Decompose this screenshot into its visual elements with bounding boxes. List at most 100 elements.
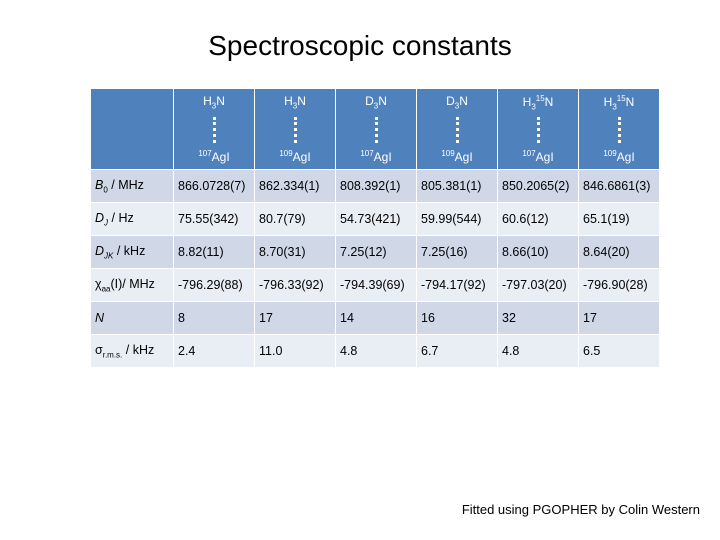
text-segment: AgI: [535, 150, 554, 165]
table-cell: 65.1(19): [578, 202, 660, 236]
text-segment: N: [216, 94, 225, 109]
bond-dots: [374, 116, 378, 143]
text-segment: D: [446, 94, 455, 109]
table-row: DJK / kHz 8.82(11) 8.70(31) 7.25(12) 7.25(16…: [90, 235, 660, 269]
text-segment: 3: [531, 102, 536, 112]
table-cell: 54.73(421): [335, 202, 417, 236]
table-cell: -796.90(28): [578, 268, 660, 302]
row-label: DJ / Hz: [90, 202, 174, 236]
table-row: χaa(I)/ MHz -796.29(88) -796.33(92) -794.39…: [90, 268, 660, 302]
text-segment: N: [544, 94, 554, 109]
table-cell: 6.5: [578, 334, 660, 368]
bond-dots: [212, 116, 216, 143]
text-segment: H: [522, 94, 532, 109]
table-cell: 8.82(11): [173, 235, 255, 269]
row-label: N: [90, 301, 174, 335]
table-cell: 75.55(342): [173, 202, 255, 236]
table-row: B0 / MHz 866.0728(7) 862.334(1) 808.392(1) 8…: [90, 169, 660, 203]
table-cell: -794.39(69): [335, 268, 417, 302]
text-segment: N: [297, 94, 306, 109]
molecule-label: D3N: [340, 94, 412, 110]
text-segment: D: [95, 210, 105, 225]
text-segment: 15: [616, 93, 626, 103]
footer-note: Fitted using PGOPHER by Colin Western: [461, 502, 700, 517]
bond-dots: [617, 117, 621, 144]
table-cell: 14: [335, 301, 417, 335]
text-segment: / kHz: [113, 243, 146, 258]
text-segment: (I)/ MHz: [110, 276, 155, 291]
table-cell: 80.7(79): [254, 202, 336, 236]
bond-dots: [536, 117, 540, 144]
table-cell: 7.25(12): [335, 235, 417, 269]
text-segment: N: [95, 311, 105, 325]
column-header: D3N 109AgI: [416, 88, 498, 170]
molecule-label: H3N: [178, 94, 250, 110]
text-segment: aa: [101, 284, 111, 294]
text-segment: / kHz: [122, 342, 155, 357]
table-cell: 16: [416, 301, 498, 335]
text-segment: D: [95, 243, 105, 258]
table-cell: 4.8: [497, 334, 579, 368]
molecule-label: 109AgI: [259, 149, 331, 164]
table-cell: 17: [254, 301, 336, 335]
text-segment: H: [203, 94, 212, 109]
table-header: H3N 107AgI H3N 109AgI D3N 107AgI D3N 109AgI H315…: [90, 88, 660, 170]
header-row: H3N 107AgI H3N 109AgI D3N 107AgI D3N 109AgI H315…: [90, 88, 660, 170]
table-cell: 850.2065(2): [497, 169, 579, 203]
molecule-label: H3N: [259, 94, 331, 110]
text-segment: N: [459, 94, 468, 109]
text-segment: AgI: [373, 149, 392, 164]
molecule-label: 109AgI: [583, 149, 655, 164]
molecule-label: 107AgI: [178, 149, 250, 164]
text-segment: 15: [535, 93, 545, 103]
row-label: σr.m.s. / kHz: [90, 334, 174, 368]
table-cell: 4.8: [335, 334, 417, 368]
text-segment: N: [625, 94, 635, 109]
table-body: B0 / MHz 866.0728(7) 862.334(1) 808.392(1) 8…: [90, 169, 660, 368]
table-row: DJ / Hz 75.55(342) 80.7(79) 54.73(421) 59.99…: [90, 202, 660, 236]
text-segment: 109: [279, 148, 293, 158]
table-cell: -797.03(20): [497, 268, 579, 302]
column-header: H315N 109AgI: [578, 88, 660, 170]
table-row: σr.m.s. / kHz 2.4 11.0 4.8 6.7 4.8 6.5: [90, 334, 660, 368]
table-cell: -796.29(88): [173, 268, 255, 302]
text-segment: B: [95, 177, 104, 192]
table-cell: 17: [578, 301, 660, 335]
text-segment: 107: [522, 149, 536, 159]
table-cell: 8.64(20): [578, 235, 660, 269]
table-cell: 6.7: [416, 334, 498, 368]
column-header: H3N 109AgI: [254, 88, 336, 170]
molecule-label: H315N: [583, 94, 655, 111]
text-segment: 3: [292, 101, 298, 111]
table-cell: 805.381(1): [416, 169, 498, 203]
text-segment: 3: [612, 102, 617, 112]
text-segment: J: [104, 218, 109, 228]
table-cell: 32: [497, 301, 579, 335]
table-cell: 8: [173, 301, 255, 335]
table-cell: 11.0: [254, 334, 336, 368]
text-segment: 3: [454, 101, 460, 111]
bond-dots: [455, 116, 459, 143]
table-cell: 59.99(544): [416, 202, 498, 236]
text-segment: 107: [198, 148, 212, 158]
text-segment: N: [378, 94, 387, 109]
table-cell: 808.392(1): [335, 169, 417, 203]
column-header: D3N 107AgI: [335, 88, 417, 170]
molecule-label: 109AgI: [421, 149, 493, 164]
row-label: B0 / MHz: [90, 169, 174, 203]
text-segment: / Hz: [108, 210, 134, 225]
text-segment: AgI: [292, 149, 311, 164]
text-segment: σ: [95, 342, 103, 357]
row-label: χaa(I)/ MHz: [90, 268, 174, 302]
table-cell: 846.6861(3): [578, 169, 660, 203]
table-cell: 8.70(31): [254, 235, 336, 269]
text-segment: 109: [441, 148, 455, 158]
molecule-label: D3N: [421, 94, 493, 110]
text-segment: 3: [373, 101, 379, 111]
text-segment: χ: [95, 276, 102, 291]
text-segment: AgI: [616, 150, 635, 165]
table-cell: 8.66(10): [497, 235, 579, 269]
text-segment: / MHz: [107, 177, 144, 192]
table-cell: -794.17(92): [416, 268, 498, 302]
